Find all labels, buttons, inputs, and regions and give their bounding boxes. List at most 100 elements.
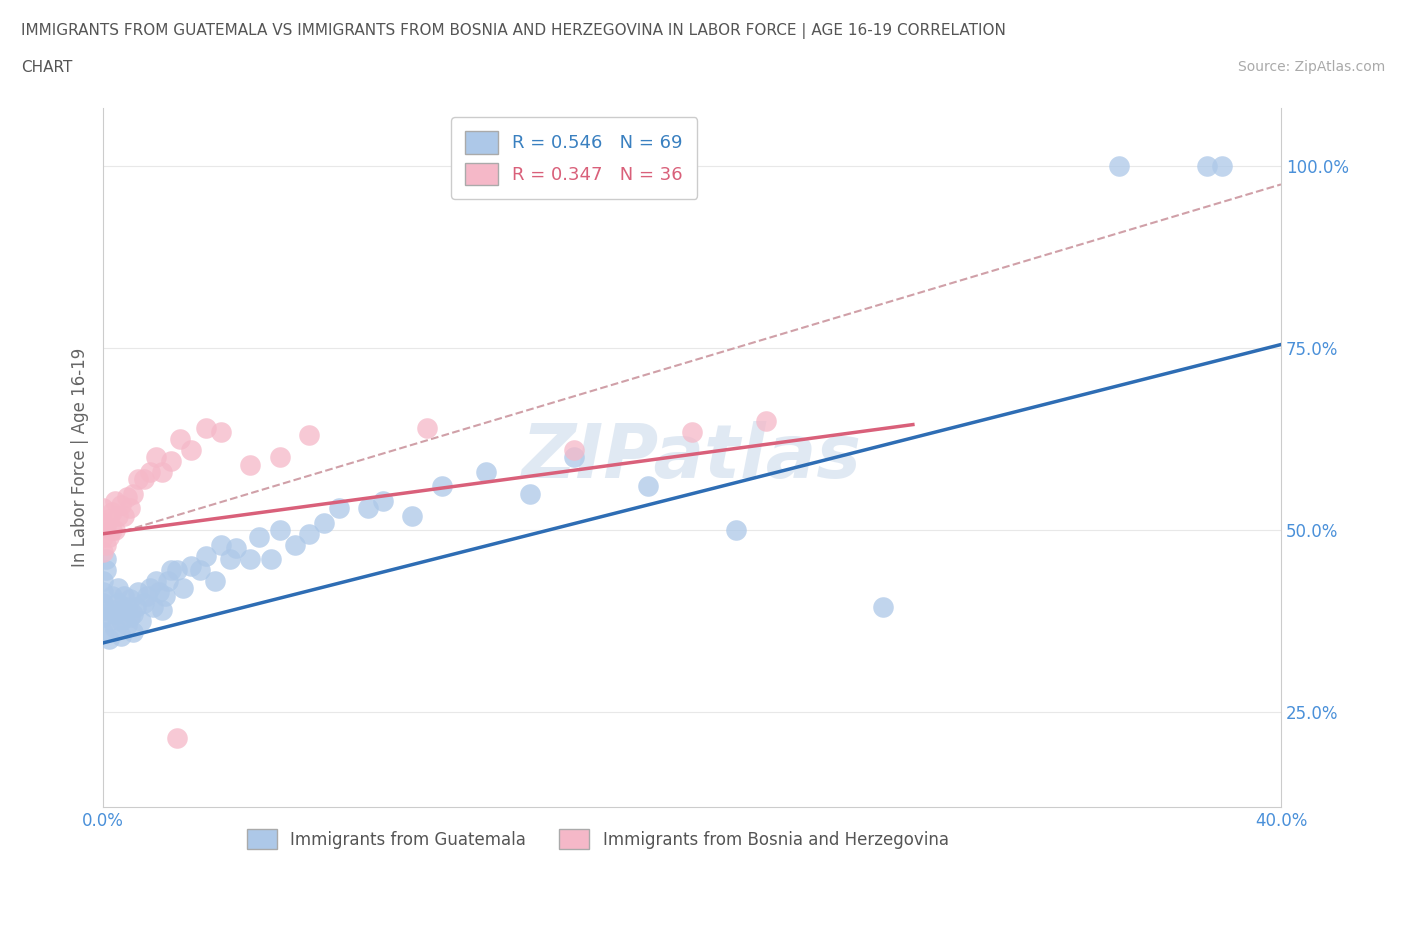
- Point: [134, 595, 156, 610]
- Point: [298, 428, 321, 443]
- Point: [475, 464, 498, 479]
- Point: [260, 551, 283, 566]
- Point: [91, 625, 114, 640]
- Point: [166, 563, 188, 578]
- Point: [107, 581, 129, 596]
- Point: [357, 501, 380, 516]
- Point: [160, 454, 183, 469]
- Text: IMMIGRANTS FROM GUATEMALA VS IMMIGRANTS FROM BOSNIA AND HERZEGOVINA IN LABOR FOR: IMMIGRANTS FROM GUATEMALA VS IMMIGRANTS …: [21, 23, 1005, 39]
- Point: [139, 464, 162, 479]
- Point: [150, 603, 173, 618]
- Point: [104, 606, 127, 621]
- Point: [101, 588, 124, 603]
- Point: [239, 458, 262, 472]
- Point: [148, 585, 170, 600]
- Point: [1197, 159, 1219, 174]
- Point: [725, 523, 748, 538]
- Point: [91, 530, 114, 545]
- Point: [127, 472, 149, 486]
- Point: [283, 538, 305, 552]
- Point: [101, 603, 124, 618]
- Point: [110, 614, 132, 629]
- Point: [562, 443, 585, 458]
- Point: [98, 512, 121, 526]
- Point: [101, 504, 124, 519]
- Point: [118, 610, 141, 625]
- Point: [269, 523, 291, 538]
- Point: [121, 606, 143, 621]
- Point: [1108, 159, 1130, 174]
- Point: [269, 450, 291, 465]
- Point: [134, 472, 156, 486]
- Point: [519, 486, 541, 501]
- Point: [121, 625, 143, 640]
- Point: [115, 490, 138, 505]
- Point: [104, 523, 127, 538]
- Point: [195, 420, 218, 435]
- Point: [136, 588, 159, 603]
- Y-axis label: In Labor Force | Age 16-19: In Labor Force | Age 16-19: [72, 348, 89, 567]
- Point: [91, 544, 114, 559]
- Point: [145, 450, 167, 465]
- Point: [153, 588, 176, 603]
- Point: [110, 628, 132, 643]
- Point: [118, 591, 141, 606]
- Point: [110, 498, 132, 512]
- Point: [1211, 159, 1233, 174]
- Point: [112, 603, 135, 618]
- Point: [98, 631, 121, 646]
- Point: [124, 599, 146, 614]
- Point: [94, 551, 117, 566]
- Point: [188, 563, 211, 578]
- Point: [430, 479, 453, 494]
- Point: [121, 486, 143, 501]
- Point: [180, 559, 202, 574]
- Point: [247, 530, 270, 545]
- Point: [94, 563, 117, 578]
- Point: [112, 588, 135, 603]
- Point: [139, 581, 162, 596]
- Point: [401, 508, 423, 523]
- Point: [416, 420, 439, 435]
- Point: [637, 479, 659, 494]
- Point: [562, 450, 585, 465]
- Point: [169, 432, 191, 446]
- Point: [150, 464, 173, 479]
- Point: [681, 424, 703, 439]
- Point: [239, 551, 262, 566]
- Point: [204, 574, 226, 589]
- Point: [98, 530, 121, 545]
- Point: [91, 501, 114, 516]
- Point: [91, 610, 114, 625]
- Point: [131, 614, 153, 629]
- Point: [107, 508, 129, 523]
- Point: [156, 574, 179, 589]
- Point: [104, 494, 127, 509]
- Point: [209, 424, 232, 439]
- Point: [755, 414, 778, 429]
- Point: [91, 595, 114, 610]
- Point: [142, 599, 165, 614]
- Text: ZIPatlas: ZIPatlas: [522, 421, 862, 494]
- Text: Source: ZipAtlas.com: Source: ZipAtlas.com: [1237, 60, 1385, 74]
- Point: [112, 508, 135, 523]
- Point: [180, 443, 202, 458]
- Point: [115, 618, 138, 632]
- Point: [118, 501, 141, 516]
- Point: [94, 519, 117, 534]
- Point: [104, 621, 127, 636]
- Point: [209, 538, 232, 552]
- Point: [98, 614, 121, 629]
- Legend: Immigrants from Guatemala, Immigrants from Bosnia and Herzegovina: Immigrants from Guatemala, Immigrants fr…: [239, 820, 957, 857]
- Point: [107, 595, 129, 610]
- Point: [145, 574, 167, 589]
- Point: [218, 551, 240, 566]
- Point: [312, 515, 335, 530]
- Point: [371, 494, 394, 509]
- Point: [195, 548, 218, 563]
- Point: [328, 501, 350, 516]
- Point: [127, 585, 149, 600]
- Point: [872, 599, 894, 614]
- Point: [298, 526, 321, 541]
- Point: [225, 541, 247, 556]
